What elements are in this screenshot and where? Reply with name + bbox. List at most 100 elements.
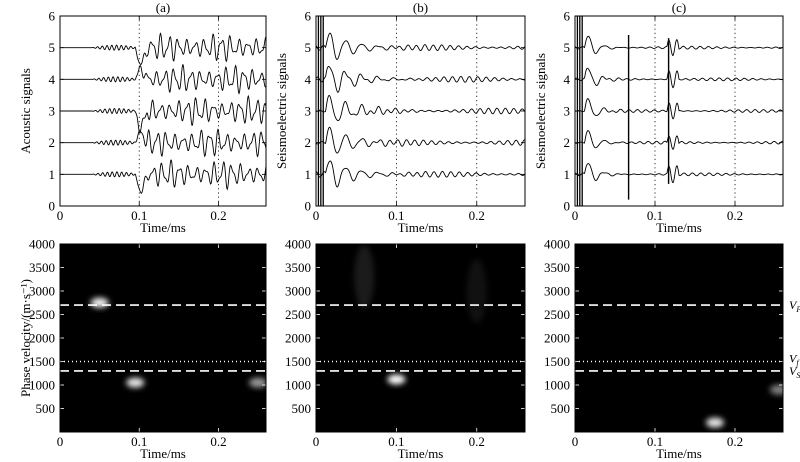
- x-tick-label: 0.2: [469, 434, 485, 449]
- x-tick-label: 0.1: [388, 434, 404, 449]
- y-tick-label: 4000: [285, 237, 311, 252]
- y-tick-label: 0: [49, 199, 56, 214]
- axes-2: 0 0.1 0.2 0 1 2 3 4 5 6 Time/ms Seismoelectric sign…: [533, 9, 784, 235]
- signal-trace: [316, 32, 525, 60]
- x-tick-label: 0.1: [647, 208, 663, 223]
- signal-trace: [316, 66, 525, 93]
- x-tick-label: 0.2: [210, 434, 226, 449]
- velocity-label: Vf: [789, 352, 800, 368]
- velocity-label-symbol: V: [789, 298, 798, 312]
- panel-5: VPVfVS: [575, 244, 800, 432]
- velocity-label-subscript: S: [796, 371, 800, 380]
- y-tick-label: 1500: [544, 354, 570, 369]
- x-axis-label: Time/ms: [656, 220, 702, 235]
- heatmap-area: [60, 244, 266, 432]
- panel-title: (c): [672, 0, 686, 15]
- signal-trace: [575, 130, 783, 150]
- energy-hotspot: [126, 377, 145, 388]
- y-tick-label: 2500: [544, 307, 570, 322]
- velocity-label-symbol: V: [789, 352, 798, 366]
- energy-hotspot: [387, 374, 406, 385]
- y-tick-label: 2: [305, 135, 312, 150]
- y-tick-label: 1: [305, 167, 312, 182]
- panel-title: (b): [413, 0, 428, 15]
- y-tick-label: 6: [305, 9, 312, 24]
- y-tick-label: 6: [564, 9, 571, 24]
- y-tick-label: 3: [305, 104, 312, 119]
- y-tick-label: 0: [564, 199, 571, 214]
- y-tick-label: 4: [49, 72, 56, 87]
- axes-1: 0 0.1 0.2 0 1 2 3 4 5 6 Time/ms Seismoelectric sign…: [274, 9, 526, 235]
- x-axis-label: Time/ms: [398, 446, 444, 461]
- x-axis-label: Time/ms: [140, 220, 186, 235]
- y-tick-label: 2: [564, 135, 571, 150]
- heatmap-area: [575, 244, 783, 432]
- energy-hotspot: [90, 297, 109, 308]
- y-tick-label: 3500: [544, 260, 570, 275]
- y-tick-label: 3: [564, 104, 571, 119]
- y-tick-label: 2000: [29, 331, 55, 346]
- x-tick-label: 0.2: [469, 208, 485, 223]
- y-tick-label: 2000: [285, 331, 311, 346]
- y-tick-label: 4: [564, 72, 571, 87]
- signal-trace: [316, 160, 525, 188]
- axes-0: 0 0.1 0.2 0 1 2 3 4 5 6 Time/ms Acoustic signals: [18, 9, 267, 235]
- signal-trace: [575, 98, 783, 120]
- energy-hotspot: [249, 377, 266, 388]
- heatmap-background: [316, 244, 525, 432]
- y-tick-label: 6: [49, 9, 56, 24]
- y-axis-label: Seismoelectric signals: [533, 53, 548, 169]
- x-tick-label: 0: [313, 208, 320, 223]
- panel-1: (b): [316, 0, 525, 206]
- y-axis-label: Phase velocity/(m·s⁻¹): [18, 279, 33, 397]
- y-tick-label: 500: [36, 401, 56, 416]
- signal-trace: [575, 35, 783, 56]
- heatmap-background: [575, 244, 783, 432]
- x-tick-label: 0: [57, 434, 64, 449]
- x-axis-label: Time/ms: [398, 220, 444, 235]
- x-tick-label: 0.1: [131, 434, 147, 449]
- y-tick-label: 5: [49, 40, 56, 55]
- y-tick-label: 2500: [29, 307, 55, 322]
- y-tick-label: 3000: [544, 284, 570, 299]
- panel-2: (c): [575, 0, 783, 206]
- x-tick-label: 0: [572, 208, 579, 223]
- heatmap-background: [60, 244, 266, 432]
- y-tick-label: 500: [551, 401, 571, 416]
- signal-trace: [60, 94, 266, 134]
- y-tick-label: 1000: [285, 378, 311, 393]
- panel-4: [316, 244, 525, 432]
- energy-hotspot: [770, 384, 783, 395]
- heatmap-area: [316, 244, 525, 432]
- y-tick-label: 5: [564, 40, 571, 55]
- x-tick-label: 0.1: [131, 208, 147, 223]
- axes-4: 0 0.1 0.2 500 1000 1500 2000 2500 3000 3500 4000 Ti…: [285, 237, 526, 461]
- velocity-label-subscript: P: [795, 305, 800, 314]
- signal-trace: [575, 67, 783, 89]
- y-tick-label: 2000: [544, 331, 570, 346]
- velocity-label: VS: [789, 364, 800, 380]
- plot-frame: [59, 15, 267, 207]
- panel-title: (a): [156, 0, 170, 15]
- y-tick-label: 5: [305, 40, 312, 55]
- signal-trace: [316, 95, 525, 122]
- x-axis-label: Time/ms: [656, 446, 702, 461]
- x-tick-label: 0.1: [388, 208, 404, 223]
- velocity-label-subscript: f: [796, 359, 800, 368]
- y-tick-label: 3: [49, 104, 56, 119]
- energy-hotspot: [466, 259, 487, 323]
- signal-trace: [316, 126, 525, 154]
- signal-trace: [60, 32, 266, 66]
- y-tick-label: 0: [305, 199, 312, 214]
- x-tick-label: 0: [313, 434, 320, 449]
- x-tick-label: 0.2: [727, 434, 743, 449]
- y-tick-label: 2: [49, 135, 56, 150]
- velocity-label: VP: [789, 298, 800, 314]
- y-axis-label: Seismoelectric signals: [274, 53, 289, 169]
- y-tick-label: 1500: [285, 354, 311, 369]
- x-axis-label: Time/ms: [140, 446, 186, 461]
- signal-trace: [575, 163, 783, 184]
- axes-5: 0 0.1 0.2 500 1000 1500 2000 2500 3000 3500 4000 Ti…: [544, 237, 784, 461]
- plot-area: [575, 16, 783, 206]
- y-tick-label: 4000: [29, 237, 55, 252]
